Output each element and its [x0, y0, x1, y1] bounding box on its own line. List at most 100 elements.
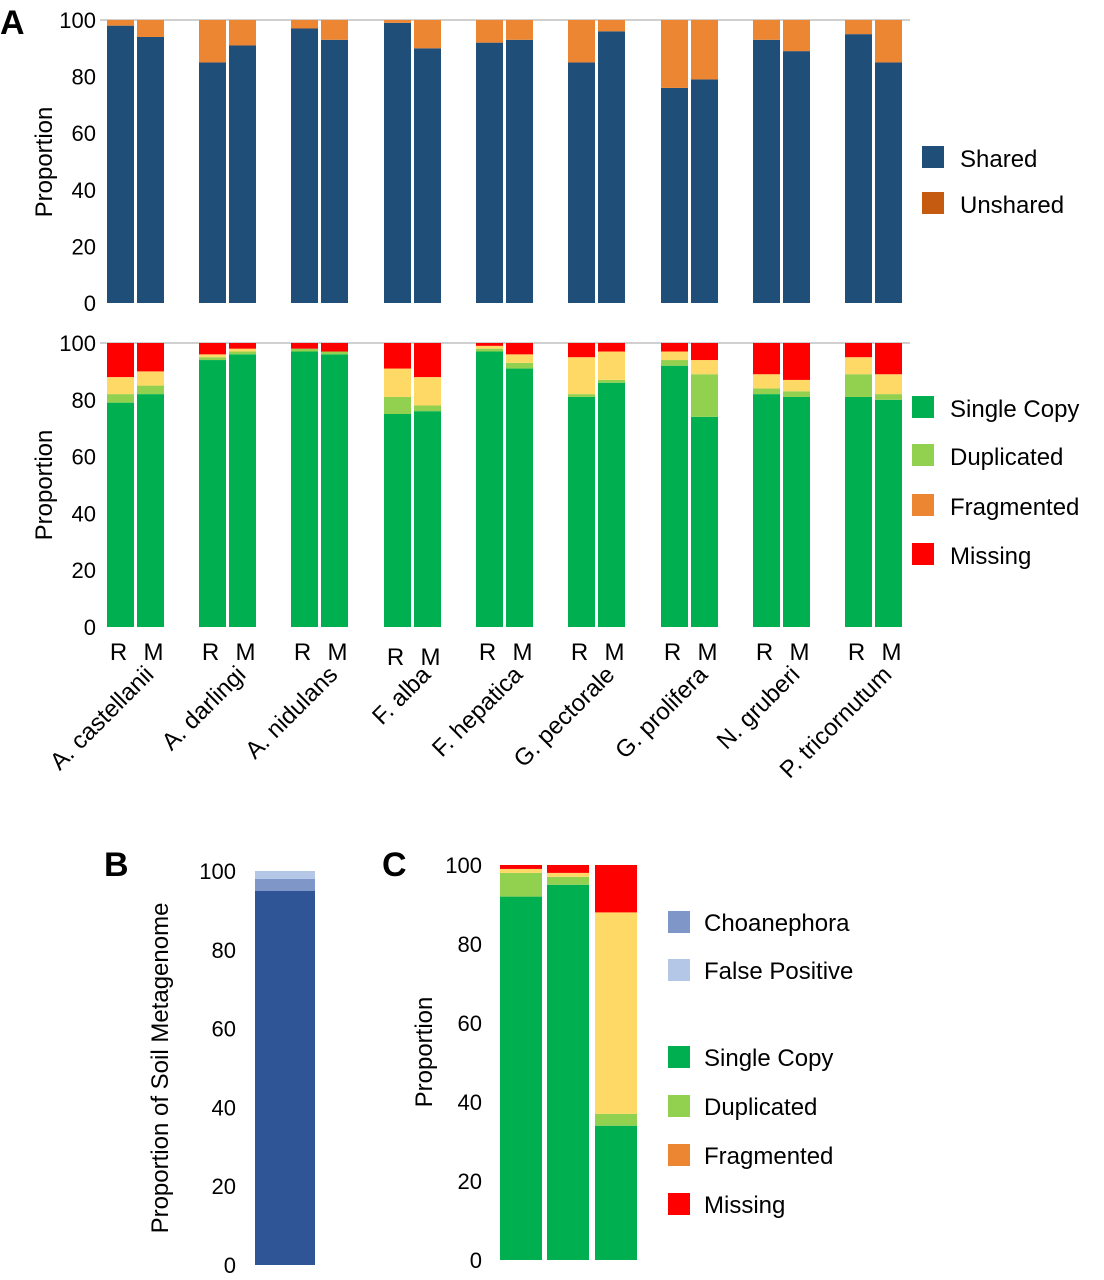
bar-a-top-a-castellanii-m-shared	[137, 36, 164, 303]
legend-label-c-duplicated: Duplicated	[704, 1094, 817, 1121]
bar-a-bottom-f-alba-m-single-copy	[414, 411, 441, 627]
bar-a-bottom-a-nidulans-m-single-copy	[321, 354, 348, 627]
bar-a-bottom-a-nidulans-r-duplicated	[291, 348, 318, 352]
bar-a-bottom-g-pectorale-r-duplicated	[568, 394, 595, 397]
bar-a-bottom-n-gruberi-r-missing	[753, 343, 780, 375]
a-top-y-tick-20: 20	[72, 234, 96, 259]
bar-a-bottom-g-prolifera-r-fragmented	[661, 351, 688, 361]
bar-a-top-a-castellanii-r-unshared	[107, 20, 134, 26]
bar-a-top-g-prolifera-m-shared	[691, 79, 718, 304]
legend-swatch-duplicated	[912, 444, 934, 466]
bar-a-bottom-f-hepatica-m-duplicated	[506, 362, 533, 369]
chart-c: 0 20 40 60 80 100 Proportion Choanephora Fals…	[411, 853, 853, 1273]
bar-a-bottom-a-castellanii-m-missing	[137, 343, 164, 372]
chart-c-y-axis-label: Proportion	[411, 997, 438, 1108]
bar-a-bottom-f-hepatica-m-fragmented	[506, 354, 533, 363]
chart-c-bars	[500, 865, 637, 1260]
label-a-castellanii-r: R	[110, 639, 127, 666]
bar-a-bottom-n-gruberi-r-duplicated	[753, 388, 780, 395]
b-y-tick-20: 20	[212, 1174, 236, 1199]
label-n-gruberi-r: R	[756, 639, 773, 666]
label-n-gruberi-m: M	[790, 639, 810, 666]
a-bottom-y-tick-60: 60	[72, 445, 96, 470]
bar-a-top-n-gruberi-r-unshared	[753, 20, 780, 40]
panel-label-c: C	[382, 846, 407, 884]
bar-c-2-missing	[547, 865, 589, 873]
bar-a-top-p-tricornutum-m-shared	[875, 62, 902, 304]
bar-a-bottom-f-alba-m-missing	[414, 343, 441, 378]
label-g-pectorale-m: M	[605, 639, 625, 666]
category-label-g-prolifera: G. prolifera	[610, 661, 713, 764]
bar-a-bottom-a-castellanii-r-duplicated	[107, 394, 134, 403]
label-g-prolifera-r: R	[664, 639, 681, 666]
chart-a-bottom-bars	[107, 343, 902, 627]
bar-b-false-positive	[255, 871, 315, 879]
bar-c-1-duplicated	[500, 872, 542, 897]
bar-a-bottom-p-tricornutum-r-fragmented	[845, 357, 872, 375]
bar-a-top-n-gruberi-r-shared	[753, 39, 780, 304]
a-bottom-y-tick-0: 0	[84, 615, 96, 640]
bar-a-top-g-pectorale-r-shared	[568, 62, 595, 304]
bar-a-bottom-f-alba-r-missing	[384, 343, 411, 369]
legend-label-c-single-copy: Single Copy	[704, 1045, 833, 1072]
bar-a-top-g-pectorale-r-unshared	[568, 20, 595, 63]
bar-a-bottom-p-tricornutum-m-duplicated	[875, 394, 902, 400]
bar-a-bottom-a-nidulans-m-duplicated	[321, 351, 348, 355]
bar-a-bottom-a-castellanii-m-duplicated	[137, 385, 164, 395]
b-y-tick-40: 40	[212, 1095, 236, 1120]
bar-a-bottom-a-darlingi-r-duplicated	[199, 357, 226, 361]
bar-a-bottom-a-darlingi-r-single-copy	[199, 360, 226, 627]
c-y-tick-80: 80	[458, 932, 482, 957]
bar-c-3-fragmented	[595, 912, 637, 1114]
a-bottom-y-tick-100: 100	[59, 331, 96, 356]
a-bottom-y-tick-40: 40	[72, 501, 96, 526]
bar-c-3-single-copy	[595, 1125, 637, 1260]
a-top-y-tick-100: 100	[59, 8, 96, 33]
legend-swatch-false-positive	[668, 959, 690, 981]
c-y-tick-40: 40	[458, 1090, 482, 1115]
label-a-castellanii-m: M	[144, 639, 164, 666]
a-top-y-tick-0: 0	[84, 291, 96, 316]
bar-a-bottom-a-castellanii-m-fragmented	[137, 371, 164, 386]
bar-a-bottom-p-tricornutum-m-single-copy	[875, 399, 902, 627]
bar-a-top-a-nidulans-m-unshared	[321, 20, 348, 40]
bar-a-bottom-n-gruberi-r-single-copy	[753, 394, 780, 627]
bar-a-bottom-g-prolifera-m-missing	[691, 343, 718, 361]
bar-a-bottom-a-castellanii-r-fragmented	[107, 377, 134, 395]
chart-a-top-y-axis-label: Proportion	[31, 107, 58, 218]
bar-a-top-a-darlingi-m-unshared	[229, 20, 256, 46]
bar-a-top-p-tricornutum-r-shared	[845, 34, 872, 304]
bar-a-top-f-hepatica-r-unshared	[476, 20, 503, 43]
chart-b-y-axis-label: Proportion of Soil Metagenome	[147, 903, 174, 1234]
legend-swatch-choanephora	[668, 911, 690, 933]
bar-a-bottom-g-prolifera-m-fragmented	[691, 360, 718, 375]
bar-a-top-a-darlingi-m-shared	[229, 45, 256, 303]
legend-label-shared: Shared	[960, 146, 1037, 173]
bar-c-3-duplicated	[595, 1113, 637, 1126]
legend-label-fragmented: Fragmented	[950, 494, 1079, 521]
label-f-alba-m: M	[421, 644, 441, 671]
bar-a-top-f-alba-r-unshared	[384, 20, 411, 23]
legend-swatch-c-duplicated	[668, 1095, 690, 1117]
bar-a-top-g-pectorale-m-unshared	[598, 20, 625, 32]
bar-a-bottom-g-prolifera-r-single-copy	[661, 365, 688, 627]
chart-b-bars	[255, 871, 315, 1265]
bar-a-bottom-g-pectorale-r-missing	[568, 343, 595, 358]
bar-a-bottom-a-nidulans-r-single-copy	[291, 351, 318, 627]
bar-a-top-a-nidulans-r-shared	[291, 28, 318, 304]
c-y-tick-60: 60	[458, 1011, 482, 1036]
bar-a-top-a-castellanii-r-shared	[107, 25, 134, 303]
category-label-a-darlingi: A. darlingi	[157, 661, 252, 756]
bar-a-bottom-g-pectorale-r-fragmented	[568, 357, 595, 395]
label-a-nidulans-r: R	[294, 639, 311, 666]
legend-label-c-fragmented: Fragmented	[704, 1143, 833, 1170]
chart-c-legend: Choanephora False Positive Single Copy D…	[668, 910, 853, 1219]
bar-a-bottom-a-darlingi-m-missing	[229, 343, 256, 349]
label-g-pectorale-r: R	[571, 639, 588, 666]
bar-a-bottom-a-darlingi-m-single-copy	[229, 354, 256, 627]
label-f-hepatica-r: R	[479, 639, 496, 666]
bar-a-bottom-f-alba-m-fragmented	[414, 377, 441, 406]
bar-a-top-g-prolifera-r-unshared	[661, 20, 688, 88]
